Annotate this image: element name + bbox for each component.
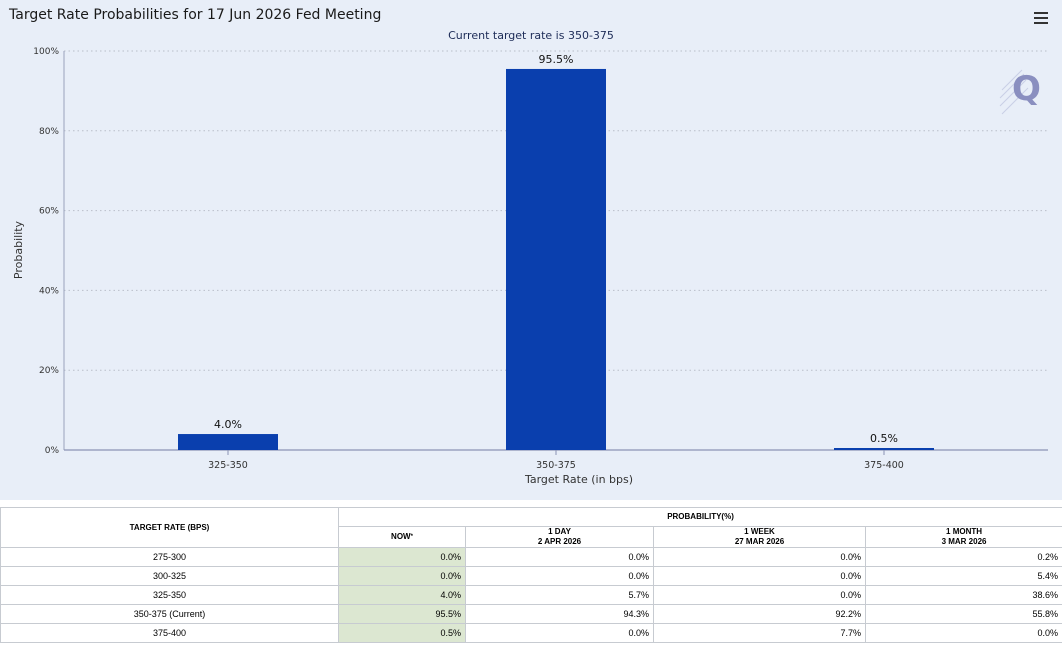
column-date: 3 MAR 2026 — [941, 537, 987, 546]
chart-panel: 0% 20% 40% 60% 80% 100% 4.0% 325-350 95.5% 350-37… — [0, 0, 1062, 500]
probability-cell: 92.2% — [653, 604, 866, 624]
probability-cell: 55.8% — [864, 604, 1062, 624]
data-label: 4.0% — [214, 418, 242, 431]
y-tick-label: 60% — [39, 207, 59, 217]
chart-subtitle: Current target rate is 350-375 — [448, 29, 614, 42]
target-rate-cell: 275-300 — [0, 547, 339, 567]
table-row: 325-350 4.0% 5.7% 0.0% 38.6% — [0, 585, 1062, 605]
y-tick-label: 100% — [33, 47, 59, 57]
probability-cell: 0.0% — [653, 585, 866, 605]
column-header-3: 1 MONTH 3 MAR 2026 — [864, 526, 1062, 548]
column-label: 1 MONTH — [946, 527, 983, 536]
hamburger-menu-icon[interactable] — [1034, 12, 1048, 24]
bar-350-375 — [506, 68, 606, 450]
chart-title: Target Rate Probabilities for 17 Jun 202… — [9, 7, 382, 23]
target-rate-cell: 375-400 — [0, 623, 339, 643]
probability-cell: 0.0% — [338, 566, 466, 586]
probability-cell: 94.3% — [465, 604, 654, 624]
target-rate-cell: 300-325 — [0, 566, 339, 586]
probability-cell: 0.0% — [864, 623, 1062, 643]
column-date: 27 MAR 2026 — [734, 537, 785, 546]
column-header-0: NOW* — [338, 526, 466, 548]
probability-cell: 0.0% — [653, 547, 866, 567]
svg-text:Q: Q — [1012, 69, 1041, 109]
probability-cell: 0.0% — [465, 623, 654, 643]
y-tick-label: 80% — [39, 127, 59, 137]
bar-chart: 0% 20% 40% 60% 80% 100% 4.0% 325-350 95.5% 350-37… — [12, 47, 1048, 486]
target-rate-cell: 325-350 — [0, 585, 339, 605]
probability-cell: 4.0% — [338, 585, 466, 605]
x-tick-label: 325-350 — [208, 460, 248, 471]
bar-325-350 — [178, 434, 278, 450]
probability-cell: 38.6% — [864, 585, 1062, 605]
table-row: 375-400 0.5% 0.0% 7.7% 0.0% — [0, 623, 1062, 643]
column-header-2: 1 WEEK 27 MAR 2026 — [653, 526, 866, 548]
y-axis-title: Probability — [12, 220, 25, 279]
x-tick-label: 375-400 — [864, 460, 904, 471]
column-date: 2 APR 2026 — [537, 537, 582, 546]
y-tick-label: 40% — [39, 286, 59, 296]
column-footnote-mark: * — [410, 534, 413, 540]
table-row: 350-375 (Current) 95.5% 94.3% 92.2% 55.8% — [0, 604, 1062, 624]
header-target-rate: TARGET RATE (BPS) — [0, 507, 339, 548]
x-axis-title: Target Rate (in bps) — [524, 473, 633, 486]
y-tick-label: 20% — [39, 366, 59, 376]
target-rate-cell: 350-375 (Current) — [0, 604, 339, 624]
probability-cell: 0.0% — [465, 547, 654, 567]
probability-cell: 0.0% — [465, 566, 654, 586]
column-label: NOW — [391, 532, 411, 541]
data-label: 95.5% — [539, 53, 574, 66]
column-label: 1 DAY — [548, 527, 571, 536]
bar-375-400 — [834, 448, 934, 450]
quikstrike-q-logo-icon: Q — [999, 69, 1041, 115]
probability-cell: 5.7% — [465, 585, 654, 605]
column-label: 1 WEEK — [744, 527, 775, 536]
data-label: 0.5% — [870, 432, 898, 445]
probability-cell: 7.7% — [653, 623, 866, 643]
probability-table: TARGET RATE (BPS) PROBABILITY(%) NOW* 1 D… — [0, 507, 1062, 643]
column-header-1: 1 DAY 2 APR 2026 — [465, 526, 654, 548]
probability-cell: 0.2% — [864, 547, 1062, 567]
probability-table-wrapper: TARGET RATE (BPS) PROBABILITY(%) NOW* 1 D… — [0, 507, 1062, 643]
table-row: 275-300 0.0% 0.0% 0.0% 0.2% — [0, 547, 1062, 567]
probability-cell: 0.0% — [653, 566, 866, 586]
probability-cell: 5.4% — [864, 566, 1062, 586]
header-probability: PROBABILITY(%) — [337, 507, 1062, 527]
probability-cell: 0.5% — [338, 623, 466, 643]
y-tick-label: 0% — [45, 446, 60, 456]
x-tick-label: 350-375 — [536, 460, 576, 471]
table-row: 300-325 0.0% 0.0% 0.0% 5.4% — [0, 566, 1062, 586]
probability-cell: 95.5% — [338, 604, 466, 624]
probability-cell: 0.0% — [338, 547, 466, 567]
